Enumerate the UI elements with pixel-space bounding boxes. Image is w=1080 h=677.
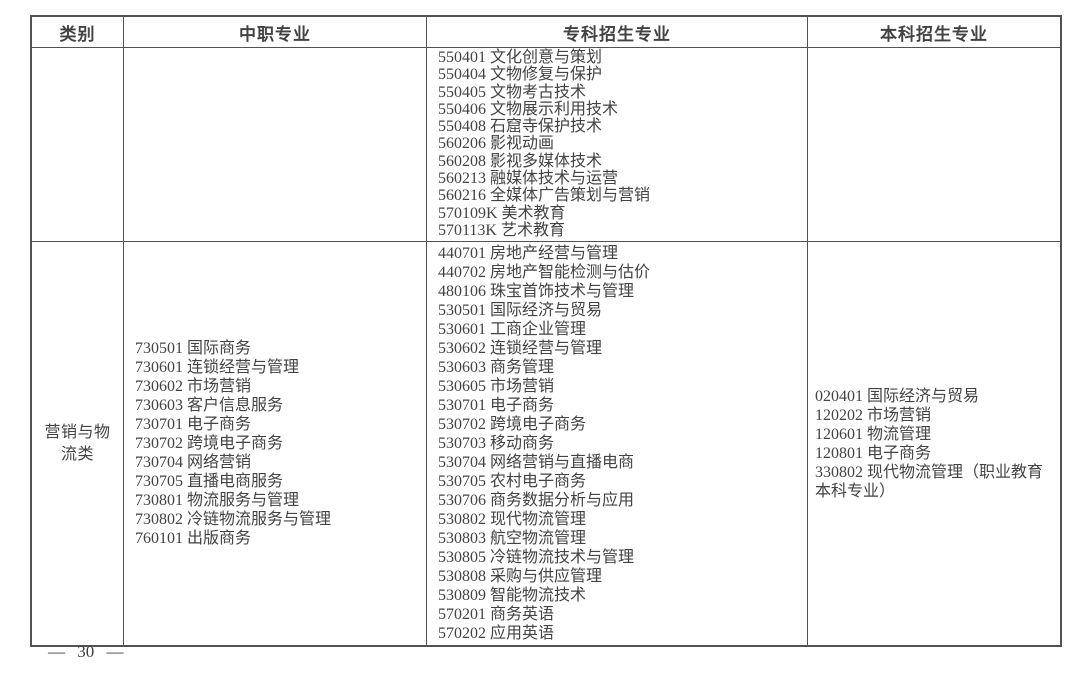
- header-category: 类别: [32, 17, 124, 47]
- junior-college-majors-list: 440701 房地产经营与管理 440702 房地产智能检测与估价 480106 珠…: [427, 242, 808, 646]
- major-item: 530803 航空物流管理: [438, 530, 587, 548]
- undergraduate-majors-list: 020401 国际经济与贸易 120202 市场营销 120601 物流管理 1208…: [808, 242, 1060, 645]
- major-item: 530705 农村电子商务: [438, 473, 587, 491]
- major-item: 730501 国际商务: [135, 340, 252, 358]
- major-item: 440702 房地产智能检测与估价: [438, 264, 651, 282]
- major-item: 560213 融媒体技术与运营: [438, 170, 619, 188]
- major-item: 530706 商务数据分析与应用: [438, 492, 635, 510]
- major-item: 530805 冷链物流技术与管理: [438, 549, 635, 567]
- major-item: 730603 客户信息服务: [135, 397, 284, 415]
- major-item: 480106 珠宝首饰技术与管理: [438, 283, 635, 301]
- header-secondary-vocational-majors: 中职专业: [124, 17, 427, 47]
- major-item: 530603 商务管理: [438, 359, 555, 377]
- major-item: 530704 网络营销与直播电商: [438, 454, 635, 472]
- major-item: 550405 文物考古技术: [438, 83, 587, 101]
- majors-table: 类别 中职专业 专科招生专业 本科招生专业 550401 文化创意与策划 5504…: [30, 15, 1062, 648]
- table-row-continued: 550401 文化创意与策划 550404 文物修复与保护 550405 文物考古技…: [32, 48, 1060, 243]
- major-item: 530809 智能物流技术: [438, 587, 587, 605]
- category-cell-empty: [32, 48, 124, 242]
- major-item: 530701 电子商务: [438, 397, 555, 415]
- major-item: 020401 国际经济与贸易: [815, 387, 980, 405]
- major-item: 530702 跨境电子商务: [438, 416, 587, 434]
- major-item: 560208 影视多媒体技术: [438, 152, 603, 170]
- table-header-row: 类别 中职专业 专科招生专业 本科招生专业: [32, 17, 1060, 48]
- major-item: 730704 网络营销: [135, 454, 252, 472]
- major-item: 730802 冷链物流服务与管理: [135, 511, 332, 529]
- major-item: 550404 文物修复与保护: [438, 66, 603, 84]
- major-item: 530601 工商企业管理: [438, 321, 587, 339]
- major-item: 530501 国际经济与贸易: [438, 302, 603, 320]
- major-item: 530802 现代物流管理: [438, 511, 587, 529]
- major-item: 760101 出版商务: [135, 530, 252, 548]
- major-item: 570202 应用英语: [438, 625, 555, 643]
- junior-college-majors-list: 550401 文化创意与策划 550404 文物修复与保护 550405 文物考古技…: [427, 48, 808, 242]
- major-item: 560206 影视动画: [438, 135, 555, 153]
- major-item: 730701 电子商务: [135, 416, 252, 434]
- major-item: 530602 连锁经营与管理: [438, 340, 603, 358]
- major-item: 550401 文化创意与策划: [438, 49, 603, 66]
- undergraduate-cell-empty: [808, 48, 1060, 241]
- major-item: 550406 文物展示利用技术: [438, 100, 619, 118]
- table-row-marketing-logistics: 营销与物流类 730501 国际商务 730601 连锁经营与管理 730602 市…: [32, 242, 1060, 646]
- page-number: — 30 —: [48, 642, 124, 661]
- major-item: 730602 市场营销: [135, 378, 252, 396]
- major-item: 570201 商务英语: [438, 606, 555, 624]
- secondary-vocational-majors-list: 730501 国际商务 730601 连锁经营与管理 730602 市场营销 7306…: [124, 242, 427, 646]
- header-undergraduate-majors: 本科招生专业: [880, 24, 988, 44]
- category-cell: 营销与物流类: [32, 242, 124, 646]
- major-item: 530808 采购与供应管理: [438, 568, 603, 586]
- major-item: 730705 直播电商服务: [135, 473, 284, 491]
- major-item: 730702 跨境电子商务: [135, 435, 284, 453]
- major-item: 560216 全媒体广告策划与营销: [438, 187, 651, 205]
- header-junior-college-majors: 专科招生专业: [427, 17, 808, 47]
- major-item: 730801 物流服务与管理: [135, 492, 300, 510]
- major-item: 120202 市场营销: [815, 406, 932, 424]
- secondary-vocational-cell-empty: [124, 48, 427, 242]
- major-item: 330802 现代物流管理（职业教育本科专业）: [815, 463, 1044, 500]
- major-item: 570109K 美术教育: [438, 204, 566, 222]
- major-item: 440701 房地产经营与管理: [438, 245, 619, 263]
- major-item: 550408 石窟寺保护技术: [438, 118, 603, 136]
- major-item: 570113K 艺术教育: [438, 221, 565, 239]
- major-item: 120601 物流管理: [815, 425, 932, 443]
- major-item: 530703 移动商务: [438, 435, 555, 453]
- major-item: 530605 市场营销: [438, 378, 555, 396]
- major-item: 730601 连锁经营与管理: [135, 359, 300, 377]
- major-item: 120801 电子商务: [815, 444, 932, 462]
